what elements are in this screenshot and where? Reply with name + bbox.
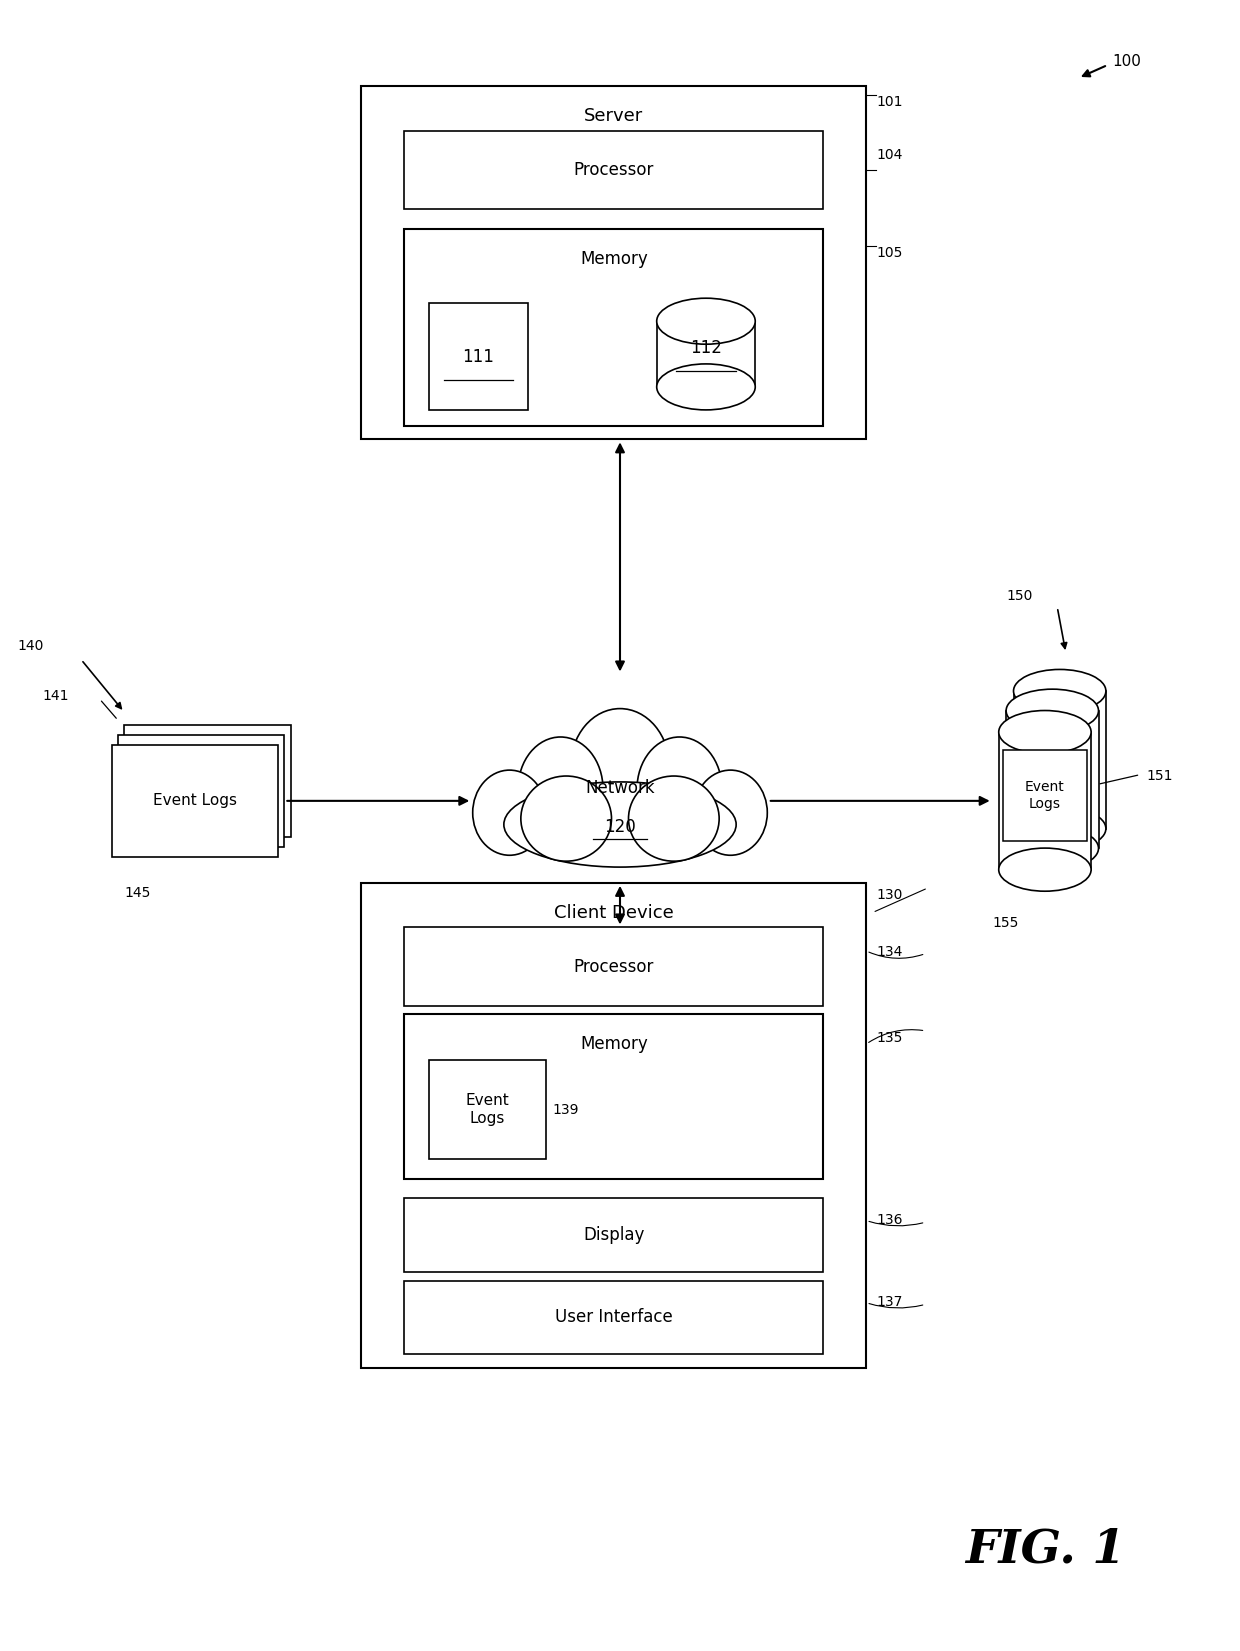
Text: 101: 101 <box>877 94 903 109</box>
FancyBboxPatch shape <box>404 229 823 426</box>
Text: Event
Logs: Event Logs <box>466 1093 510 1126</box>
Text: 151: 151 <box>1147 769 1173 783</box>
Ellipse shape <box>998 849 1091 892</box>
Ellipse shape <box>472 769 547 855</box>
FancyBboxPatch shape <box>404 1014 823 1179</box>
Text: Display: Display <box>583 1227 645 1245</box>
Ellipse shape <box>1006 688 1099 733</box>
Text: Event Logs: Event Logs <box>153 794 237 809</box>
Text: 130: 130 <box>877 888 903 901</box>
FancyBboxPatch shape <box>118 735 284 847</box>
Bar <box>1013 692 1106 829</box>
Text: Event
Logs: Event Logs <box>1025 781 1065 811</box>
Text: 150: 150 <box>1006 588 1033 603</box>
Text: User Interface: User Interface <box>556 1309 673 1326</box>
Ellipse shape <box>518 736 603 840</box>
FancyBboxPatch shape <box>404 130 823 210</box>
Ellipse shape <box>657 363 755 409</box>
Text: Network: Network <box>585 779 655 797</box>
FancyBboxPatch shape <box>429 1060 546 1159</box>
Bar <box>998 731 1091 870</box>
Ellipse shape <box>1013 807 1106 850</box>
Text: 135: 135 <box>877 1030 903 1045</box>
FancyBboxPatch shape <box>404 928 823 1005</box>
Bar <box>657 322 755 386</box>
Text: 155: 155 <box>992 916 1019 930</box>
Ellipse shape <box>1006 827 1099 870</box>
Text: 136: 136 <box>877 1213 903 1227</box>
Text: Client Device: Client Device <box>554 903 673 921</box>
Ellipse shape <box>503 783 737 867</box>
Text: Processor: Processor <box>574 162 653 178</box>
Text: 105: 105 <box>877 246 903 259</box>
Text: 145: 145 <box>124 887 150 900</box>
Bar <box>1006 710 1099 849</box>
Text: 134: 134 <box>877 944 903 959</box>
Ellipse shape <box>637 736 722 840</box>
FancyBboxPatch shape <box>361 883 867 1367</box>
FancyBboxPatch shape <box>404 1199 823 1273</box>
Ellipse shape <box>570 708 670 827</box>
FancyBboxPatch shape <box>404 1281 823 1354</box>
Ellipse shape <box>629 776 719 862</box>
Text: Memory: Memory <box>580 1035 647 1053</box>
Text: 141: 141 <box>42 688 69 703</box>
FancyBboxPatch shape <box>1003 750 1086 840</box>
Ellipse shape <box>657 299 755 343</box>
Text: 100: 100 <box>1112 54 1142 69</box>
Text: 140: 140 <box>17 639 45 654</box>
Text: 120: 120 <box>604 819 636 835</box>
Ellipse shape <box>521 776 611 862</box>
Text: 137: 137 <box>877 1296 903 1309</box>
Text: 104: 104 <box>877 149 903 162</box>
Ellipse shape <box>693 769 768 855</box>
FancyBboxPatch shape <box>124 725 290 837</box>
Text: 112: 112 <box>689 340 722 358</box>
Text: FIG. 1: FIG. 1 <box>965 1527 1125 1573</box>
Text: 111: 111 <box>463 347 495 365</box>
Text: Server: Server <box>584 107 644 125</box>
Text: Memory: Memory <box>580 249 647 267</box>
Ellipse shape <box>998 710 1091 753</box>
FancyBboxPatch shape <box>112 745 278 857</box>
FancyBboxPatch shape <box>361 86 867 439</box>
Text: Processor: Processor <box>574 958 653 976</box>
Text: 139: 139 <box>552 1103 579 1116</box>
Ellipse shape <box>1013 669 1106 713</box>
FancyBboxPatch shape <box>429 304 528 409</box>
